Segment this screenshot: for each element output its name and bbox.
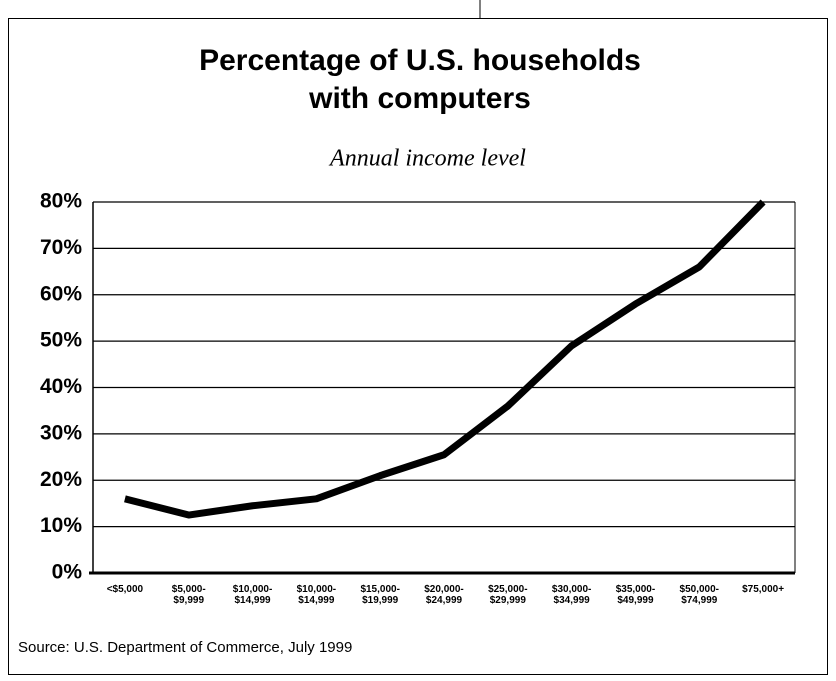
x-tick-line: $5,000-	[172, 584, 206, 595]
frame	[8, 18, 828, 675]
x-tick-line: $10,000-	[297, 584, 336, 595]
x-tick-line: $74,999	[681, 595, 718, 606]
y-tick-label: 80%	[40, 190, 82, 213]
data-line	[124, 199, 766, 519]
x-tick-line: $35,000-	[616, 584, 655, 595]
x-tick-line: $14,999	[298, 595, 335, 606]
x-tick-line: $20,000-	[424, 584, 463, 595]
source-note: Source: U.S. Department of Commerce, Jul…	[18, 639, 352, 656]
x-tick-label: $30,000-$34,999	[552, 584, 591, 606]
x-tick-label: $35,000-$49,999	[616, 584, 655, 606]
y-tick-label: 70%	[40, 236, 82, 259]
x-tick-line: $19,999	[362, 595, 399, 606]
x-tick-line: $75,000+	[742, 584, 784, 595]
x-tick-line: $49,999	[617, 595, 654, 606]
x-tick-label: $75,000+	[742, 584, 784, 595]
x-tick-line: $9,999	[173, 595, 204, 606]
x-tick-label: $15,000-$19,999	[360, 584, 399, 606]
x-tick-line: <$5,000	[107, 584, 144, 595]
x-tick-label: $20,000-$24,999	[424, 584, 463, 606]
x-tick-line: $50,000-	[680, 584, 719, 595]
x-tick-line: $29,999	[490, 595, 527, 606]
y-tick-label: 40%	[40, 375, 82, 398]
chart-title: with computers	[308, 82, 531, 115]
y-tick-label: 10%	[40, 514, 82, 537]
x-tick-line: $14,999	[234, 595, 271, 606]
chart-title: Percentage of U.S. households	[199, 44, 641, 77]
y-tick-label: 50%	[40, 329, 82, 352]
y-tick-label: 0%	[52, 561, 83, 584]
x-tick-label: $10,000-$14,999	[297, 584, 336, 606]
x-tick-label: $5,000-$9,999	[172, 584, 206, 606]
x-tick-line: $30,000-	[552, 584, 591, 595]
x-tick-line: $25,000-	[488, 584, 527, 595]
x-tick-label: <$5,000	[107, 584, 144, 595]
x-tick-label: $25,000-$29,999	[488, 584, 527, 606]
y-tick-label: 60%	[40, 282, 82, 305]
x-tick-label: $10,000-$14,999	[233, 584, 272, 606]
x-tick-line: $34,999	[554, 595, 591, 606]
y-tick-label: 30%	[40, 421, 82, 444]
x-tick-line: $10,000-	[233, 584, 272, 595]
y-tick-label: 20%	[40, 468, 82, 491]
chart-subtitle: Annual income level	[328, 146, 526, 172]
x-tick-label: $50,000-$74,999	[680, 584, 719, 606]
x-tick-line: $15,000-	[360, 584, 399, 595]
x-tick-line: $24,999	[426, 595, 463, 606]
